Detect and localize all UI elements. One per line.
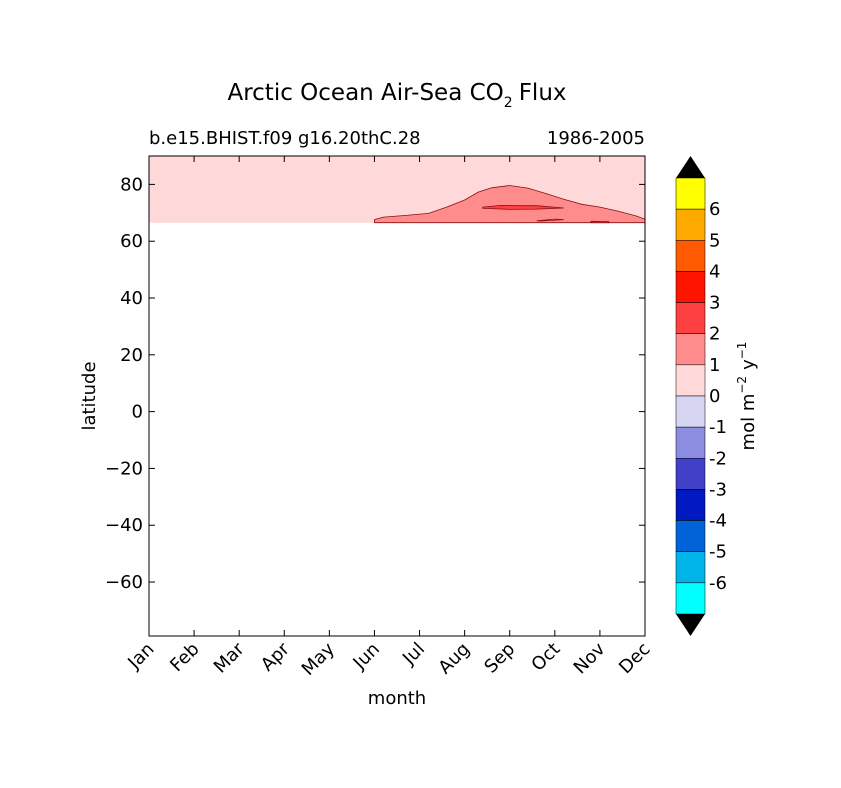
x-tick-label-9: Oct bbox=[527, 639, 564, 676]
colorbar-segment-9 bbox=[675, 458, 706, 490]
colorbar-tick-label-7: -1 bbox=[709, 417, 727, 438]
x-tick-label-4: May bbox=[298, 638, 339, 679]
colorbar-tick-label-2: 4 bbox=[709, 261, 720, 282]
contour-0 bbox=[374, 185, 646, 224]
colorbar-segment-3 bbox=[675, 271, 706, 303]
y-tick-label-5: −20 bbox=[105, 458, 143, 479]
y-tick-label-3: 20 bbox=[120, 345, 143, 366]
x-tick-label-11: Dec bbox=[615, 639, 654, 678]
colorbar-segment-10 bbox=[675, 489, 706, 521]
colorbar-segment-2 bbox=[675, 240, 706, 272]
x-tick-label-8: Sep bbox=[480, 639, 519, 678]
contour-2 bbox=[536, 218, 564, 222]
colorbar-tick-label-11: -5 bbox=[709, 542, 727, 563]
colorbar-tick-label-6: 0 bbox=[709, 386, 720, 407]
x-tick-label-2: Mar bbox=[210, 638, 249, 677]
colorbar-segment-0 bbox=[675, 177, 706, 210]
colorbar-segment-7 bbox=[675, 395, 706, 428]
colorbar-segment-8 bbox=[675, 426, 706, 459]
x-tick-label-7: Aug bbox=[434, 639, 474, 679]
chart-title: Arctic Ocean Air-Sea CO2 Flux bbox=[227, 80, 566, 111]
y-tick-label-6: −40 bbox=[105, 515, 143, 536]
y-axis-label: latitude bbox=[79, 361, 100, 430]
colorbar-segment-13 bbox=[675, 582, 706, 615]
colorbar-segment-5 bbox=[675, 333, 706, 366]
x-tick-label-10: Nov bbox=[570, 638, 610, 678]
x-axis-label: month bbox=[368, 688, 426, 709]
colorbar-tick-label-0: 6 bbox=[709, 199, 720, 220]
colorbar-label: mol m−2y−1 bbox=[735, 342, 759, 451]
contour-1 bbox=[482, 204, 564, 210]
y-tick-label-1: 60 bbox=[120, 231, 143, 252]
y-tick-label-2: 40 bbox=[120, 288, 143, 309]
colorbar-tick-label-3: 3 bbox=[709, 293, 720, 314]
subtitle-left: b.e15.BHIST.f09 g16.20thC.28 bbox=[149, 128, 421, 149]
x-tick-label-5: Jun bbox=[349, 639, 384, 674]
colorbar-tick-label-9: -3 bbox=[709, 479, 727, 500]
y-tick-label-0: 80 bbox=[120, 174, 143, 195]
y-tick-label-4: 0 bbox=[132, 402, 143, 423]
colorbar-tick-label-5: 1 bbox=[709, 355, 720, 376]
colorbar-segment-6 bbox=[675, 364, 706, 397]
colorbar-tick-label-10: -4 bbox=[709, 511, 727, 532]
colorbar-tick-label-12: -6 bbox=[709, 573, 727, 594]
colorbar-segment-12 bbox=[675, 551, 706, 584]
y-tick-label-7: −60 bbox=[105, 572, 143, 593]
x-tick-label-1: Feb bbox=[166, 639, 203, 676]
colorbar-segment-4 bbox=[675, 302, 706, 334]
x-tick-label-3: Apr bbox=[257, 638, 294, 675]
colorbar-segment-11 bbox=[675, 520, 706, 552]
colorbar-tick-label-1: 5 bbox=[709, 230, 720, 251]
colorbar-tick-label-8: -2 bbox=[709, 448, 727, 469]
contour-3 bbox=[590, 220, 610, 224]
colorbar-segment-1 bbox=[675, 208, 706, 241]
subtitle-right: 1986-2005 bbox=[547, 128, 645, 149]
x-tick-label-6: Jul bbox=[398, 639, 429, 670]
colorbar-tick-label-4: 2 bbox=[709, 324, 720, 345]
plot-frame bbox=[148, 155, 646, 637]
plot-area bbox=[149, 156, 646, 224]
x-tick-label-0: Jan bbox=[123, 639, 158, 674]
colorbar-extend-top bbox=[676, 156, 705, 178]
axes: 80 60 40 20 0 −20 −40 −60 Jan Feb Mar Apr May Jun Jul A… bbox=[105, 155, 655, 680]
colorbar: 6 5 4 3 2 1 0 -1 -2 -3 -4 -5 -6 bbox=[675, 156, 727, 636]
colorbar-extend-bottom bbox=[676, 614, 705, 636]
